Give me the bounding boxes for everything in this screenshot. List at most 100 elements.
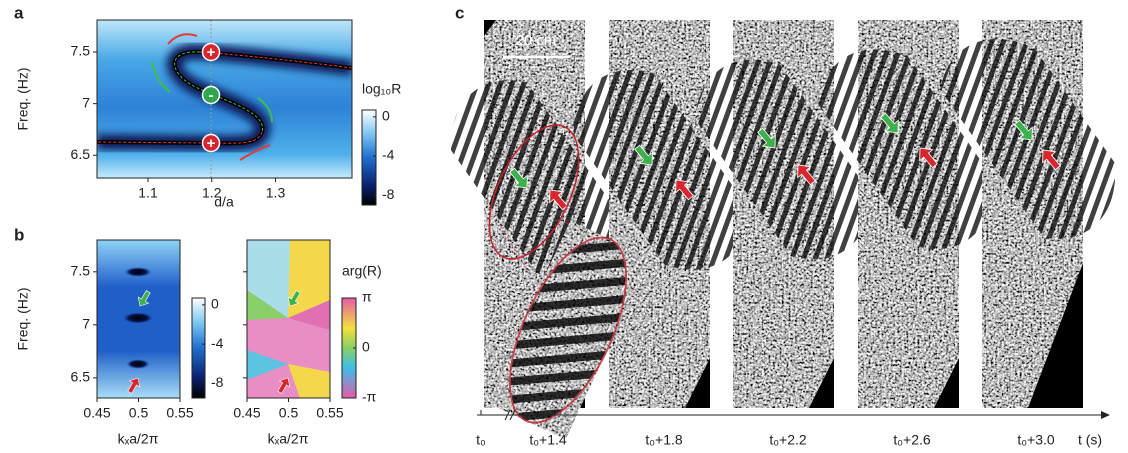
x-axis-label: kₓa/2π — [118, 431, 159, 447]
colorbar-tick-label: -8 — [211, 374, 224, 390]
colorbar-label: log₁₀R — [362, 81, 401, 97]
x-axis-label: kₓa/2π — [268, 431, 309, 447]
fixed-point-label: - — [209, 87, 214, 104]
fixed-point — [201, 85, 221, 105]
phase-region — [247, 290, 288, 320]
zoom-source — [488, 124, 580, 260]
arrow-shape — [277, 377, 291, 394]
time-label: t₀+3.0 — [1017, 432, 1055, 448]
y-tick-label: 7.5 — [71, 43, 91, 59]
colorbar-tick-label: -4 — [382, 147, 395, 163]
arrow-shape — [634, 144, 653, 166]
colorbar — [191, 297, 206, 399]
axis-break — [504, 409, 516, 421]
x-tick-label: 0.45 — [83, 405, 110, 421]
frame-corner — [934, 358, 959, 408]
arrow-shape — [919, 147, 938, 169]
arrow-shape — [675, 179, 694, 201]
phase-region — [247, 240, 300, 318]
phase-region — [288, 300, 330, 330]
video-frames — [450, 20, 1116, 424]
heatmap-b-left — [96, 239, 181, 399]
arrow-shape — [127, 377, 141, 394]
arrow-shape — [287, 290, 301, 307]
arrow — [1042, 149, 1061, 171]
y-tick-label: 7.5 — [71, 263, 91, 279]
x-tick-label: 0.55 — [166, 405, 193, 421]
time-axis-arrow — [1101, 411, 1110, 419]
zoom-link — [499, 224, 528, 271]
unstable-branch — [174, 51, 263, 133]
colorbar-tick-label: 0 — [362, 339, 370, 355]
arrow — [797, 164, 816, 186]
y-tick-label: 7 — [82, 316, 90, 332]
y-axis-label: Freq. (Hz) — [15, 68, 31, 131]
arrow — [287, 290, 301, 307]
arrow-shape — [880, 112, 899, 134]
arrow — [880, 112, 899, 134]
arrow — [1014, 119, 1033, 141]
x-axis-label: d/a — [214, 194, 234, 210]
frame-corner — [484, 20, 496, 36]
x-tick-label: 1.3 — [266, 185, 286, 201]
zoom-inset — [508, 236, 628, 424]
phase-region — [247, 350, 288, 380]
fixed-point — [201, 42, 221, 62]
time-label: t₀+1.8 — [645, 432, 683, 448]
y-tick-label: 6.5 — [71, 146, 91, 162]
plot-frame — [96, 19, 353, 179]
time-label: t₀ — [476, 432, 486, 448]
y-tick-label: 7 — [82, 94, 90, 110]
arrow — [277, 377, 291, 394]
colorbar-tick-label: 0 — [382, 108, 390, 124]
time-axis-label: t (s) — [1078, 432, 1102, 448]
arrow-curve — [151, 61, 171, 93]
arrow-curve — [167, 33, 198, 45]
x-tick-label: 0.45 — [233, 405, 260, 421]
resonance-spot — [124, 267, 152, 277]
arrow — [127, 377, 141, 394]
heatmap-b-right — [246, 239, 331, 399]
heatmap-a — [97, 20, 352, 178]
frame-corner — [809, 358, 834, 408]
y-axis-label: Freq. (Hz) — [15, 288, 31, 351]
x-tick-label: 0.55 — [316, 405, 343, 421]
arrow — [757, 127, 776, 149]
arrow — [509, 167, 528, 189]
frame-corner — [685, 358, 710, 408]
arrow-curve — [257, 97, 273, 123]
arrow-shape — [797, 164, 816, 186]
scale-bar-label: 20 cm — [516, 32, 557, 49]
colorbar-tick-label: -4 — [211, 335, 224, 351]
arrow-shape — [509, 167, 528, 189]
fixed-point-label: + — [207, 135, 216, 152]
colorbar-tick-label: 0 — [211, 296, 219, 312]
resonance-spot — [122, 312, 154, 324]
arrow — [675, 179, 694, 201]
time-label: t₀+2.6 — [893, 432, 931, 448]
colorbar — [361, 109, 377, 206]
colorbar-tick-label: -8 — [382, 186, 395, 202]
y-tick-label: 6.5 — [71, 369, 91, 385]
arrow — [919, 147, 938, 169]
arrow-shape — [1014, 119, 1033, 141]
x-tick-label: 0.5 — [279, 405, 299, 421]
time-label: t₀+1.4 — [529, 432, 567, 448]
arrow-shape — [137, 290, 151, 307]
x-tick-label: 1.2 — [202, 185, 222, 201]
arrow-shape — [1042, 149, 1061, 171]
frame-corner — [1028, 263, 1083, 408]
colorbar-tick-label: -π — [362, 389, 377, 405]
resonance-spot — [126, 359, 150, 369]
x-tick-label: 0.5 — [129, 405, 149, 421]
fixed-point — [201, 133, 221, 153]
colorbar-label: arg(R) — [342, 263, 382, 279]
arrow — [549, 189, 568, 211]
panel-letter: c — [455, 3, 464, 22]
fixed-point-label: + — [207, 44, 216, 61]
zoom-link — [564, 221, 599, 241]
arrow — [634, 144, 653, 166]
arrow-shape — [757, 127, 776, 149]
panel-letter: a — [14, 3, 24, 22]
